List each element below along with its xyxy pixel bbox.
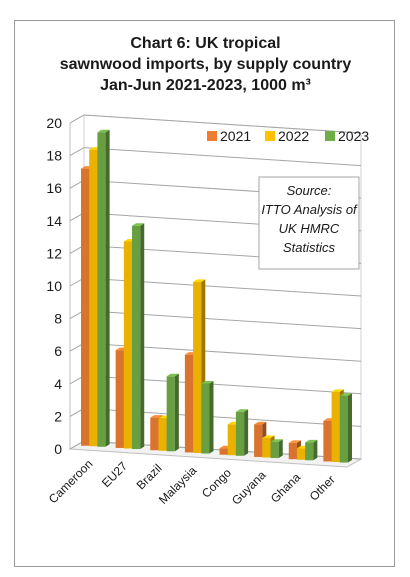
y-tick-label: 2 [54,408,62,424]
bar-side [244,409,249,456]
bar-brazil-2023 [166,373,179,452]
annotation-line: Source: [287,183,332,198]
bar-front [331,391,340,462]
bar-top [166,373,179,377]
y-tick-label: 14 [46,213,62,229]
y-tick-label: 4 [54,376,62,392]
annotation-box [258,176,360,270]
bar-top [150,415,163,418]
bar-front [150,417,159,451]
bar-front [323,420,332,462]
annotation-line: Statistics [283,240,336,255]
bar-front [296,448,306,460]
bar-top [254,421,267,425]
bar-top [201,380,214,384]
bar-front [254,424,263,457]
chart-frame: Chart 6: UK tropical sawnwood imports, b… [14,20,395,567]
y-tick-label: 16 [46,180,62,196]
bar-front [123,241,133,449]
chart-title-line-3: Jan-Jun 2021-2023, 1000 m³ [100,77,311,94]
bar-front [158,418,167,451]
x-tick-label-eu27: EU27 [99,459,130,490]
y-tick-label: 8 [54,311,62,327]
bar-side [140,223,145,450]
bar-front [262,437,271,458]
source-annotation: Source: ITTO Analysis of UK HMRC Statistics [258,176,360,270]
bar-front [219,448,228,455]
bar-ghana-2023 [305,439,318,461]
bar-front [166,376,175,452]
annotation-line: UK HMRC [279,221,340,236]
legend-label: 2022 [278,128,309,144]
legend-swatch [207,131,217,141]
bar-front [339,395,348,463]
bar-top [331,389,344,392]
bar-front [132,225,141,450]
y-tick-label: 10 [46,278,62,294]
bar-front [184,354,194,453]
bar-front [305,442,314,461]
bar-top [262,435,275,438]
chart-title-line-2: sawnwood imports, by supply country [59,56,352,73]
bar-front [201,383,210,454]
bar-top [193,279,206,282]
bar-front [288,442,297,460]
bar-top [305,439,318,443]
bar-side [209,380,214,454]
bar-side [313,439,318,461]
x-tick-label-congo: Congo [199,466,234,501]
bar-top [288,440,301,443]
legend-label: 2023 [338,128,369,144]
y-tick-label: 6 [54,343,62,359]
bar-top [339,393,352,396]
bar-top [132,223,145,226]
x-tick-label-brazil: Brazil [134,461,165,492]
legend-swatch [325,131,335,141]
bar-side [105,129,110,447]
bar-front [97,132,106,447]
bar-front [89,149,98,447]
bar-top [97,129,110,133]
x-tick-label-guyana: Guyana [229,468,269,508]
chart-title: Chart 6: UK tropical sawnwood imports, b… [15,33,396,96]
x-tick-label-ghana: Ghana [268,470,304,506]
x-tick-label-cameroon: Cameroon [46,457,96,507]
legend-item-2021: 2021 [207,128,251,144]
bar-front [193,281,202,453]
bar-top [235,409,249,412]
gridline-20 [83,114,362,134]
annotation-line: ITTO Analysis of [261,202,358,217]
bar-front [235,411,245,456]
bar-malaysia-2023 [201,380,214,454]
gridline-18 [83,147,362,167]
y-tick-label: 18 [46,148,62,164]
bar-eu27-2023 [132,223,145,450]
chart-title-line-1: Chart 6: UK tropical [130,35,281,52]
bar-guyana-2023 [270,439,283,459]
bar-front [270,441,279,459]
y-tick-label: 20 [46,115,62,131]
bar-top [270,439,283,442]
bar-cameroon-2023 [97,129,110,447]
gridline-side-18 [69,147,85,157]
bar-congo-2023 [235,409,249,456]
gridline-side-20 [69,114,85,124]
y-tick-label: 0 [54,441,62,457]
bar-front [81,168,90,446]
bar-front [115,350,124,448]
x-tick-label-other: Other [307,472,338,503]
legend-swatch [265,131,275,141]
bar-side [174,373,179,452]
bar-other-2023 [339,393,352,463]
bar-front [227,424,236,456]
bar-side [347,393,352,463]
y-tick-label: 12 [46,245,62,261]
legend-label: 2021 [220,128,251,144]
legend-item-2023: 2023 [325,128,369,144]
bar-side [278,439,283,459]
legend-item-2022: 2022 [265,128,309,144]
legend: 2021 2022 2023 [207,128,369,144]
